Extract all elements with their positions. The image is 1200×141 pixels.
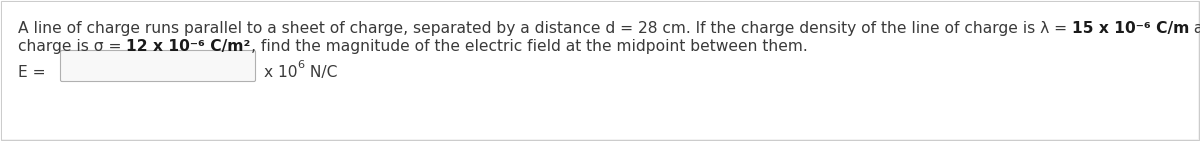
Text: 6: 6 <box>298 60 305 70</box>
Text: N/C: N/C <box>305 65 337 80</box>
Text: 15 x 10⁻⁶ C/m: 15 x 10⁻⁶ C/m <box>1072 21 1189 36</box>
Text: charge is σ =: charge is σ = <box>18 39 126 54</box>
Text: and the charge density of the sheet of: and the charge density of the sheet of <box>1189 21 1200 36</box>
Text: A line of charge runs parallel to a sheet of charge, separated by a distance d =: A line of charge runs parallel to a shee… <box>18 21 1072 36</box>
FancyBboxPatch shape <box>60 50 256 81</box>
FancyBboxPatch shape <box>2 2 1198 139</box>
Text: , find the magnitude of the electric field at the midpoint between them.: , find the magnitude of the electric fie… <box>251 39 808 54</box>
Text: E =: E = <box>18 65 46 80</box>
Text: 12 x 10⁻⁶ C/m²: 12 x 10⁻⁶ C/m² <box>126 39 251 54</box>
Text: x 10: x 10 <box>264 65 298 80</box>
